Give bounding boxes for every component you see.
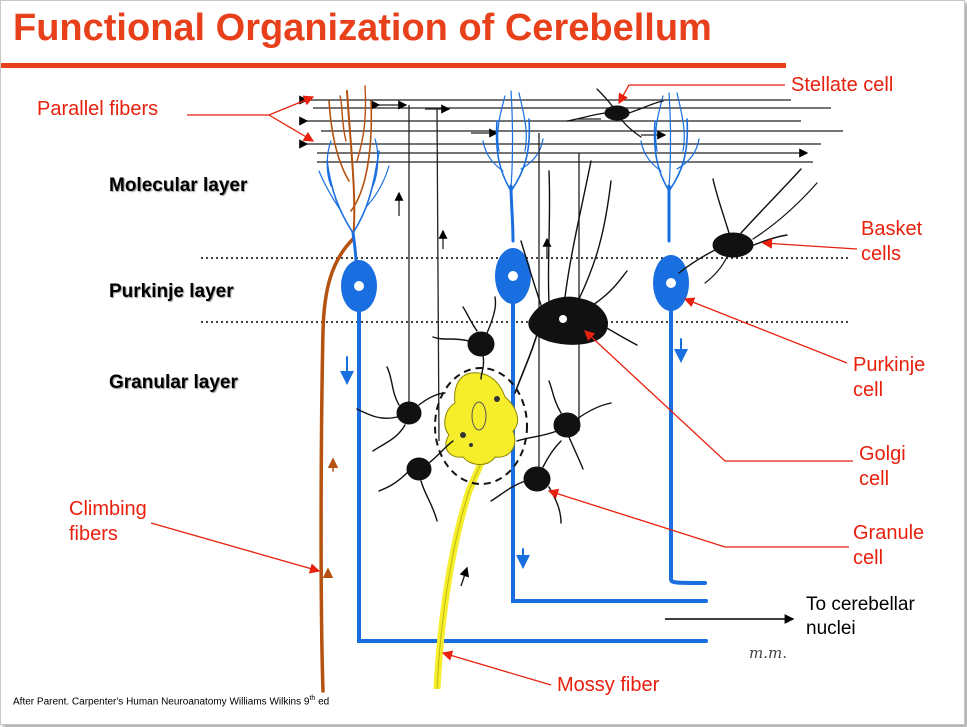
granule-cell-label-line1: Granule	[853, 522, 925, 544]
granule-cell-label: Granule cell	[853, 521, 924, 571]
source-credit-text: After Parent. Carpenter's Human Neuroana…	[13, 696, 310, 708]
basket-cells-label-line1: Basket	[861, 218, 923, 240]
cerebellar-nuclei-label-line1: To cerebellar	[806, 594, 915, 615]
cerebellar-nuclei-label-line2: nuclei	[806, 618, 856, 639]
callout-lines	[150, 84, 858, 686]
basket-cells-label-line2: cells	[861, 243, 902, 265]
source-credit-superscript: th	[309, 695, 316, 702]
purkinje-layer-label: Purkinje layer	[109, 281, 234, 302]
climbing-fiber	[319, 85, 373, 693]
purkinje-cells	[318, 90, 708, 643]
molecular-layer-label: Molecular layer	[109, 175, 248, 196]
purkinje-cell-label: Purkinje cell	[853, 353, 925, 403]
basket-cell	[678, 168, 818, 284]
climbing-fibers-label-line1: Climbing	[69, 498, 147, 520]
mossy-fiber-label: Mossy fiber	[557, 674, 660, 696]
climbing-fibers-label-line2: fibers	[69, 523, 118, 545]
golgi-cell	[514, 160, 638, 394]
golgi-cell-label-line1: Golgi	[859, 443, 906, 465]
golgi-cell-label: Golgi cell	[859, 442, 906, 492]
layer-boundaries	[201, 257, 849, 323]
source-credit: After Parent. Carpenter's Human Neuroana…	[13, 695, 329, 707]
climbing-fibers-label: Climbing fibers	[69, 497, 147, 547]
granule-axons	[394, 105, 580, 477]
granule-cell-label-line2: cell	[853, 547, 884, 569]
mossy-fiber	[433, 367, 528, 690]
stellate-cell	[566, 88, 664, 138]
artist-signature: m.m.	[749, 644, 787, 662]
page-title: Functional Organization of Cerebellum	[13, 7, 712, 49]
parallel-fibers-label: Parallel fibers	[37, 98, 159, 120]
source-credit-tail: ed	[315, 696, 330, 708]
granule-cells	[356, 296, 612, 524]
title-underline	[1, 63, 786, 68]
basket-cells-label: Basket cells	[861, 217, 922, 267]
purkinje-cell-label-line1: Purkinje	[853, 354, 926, 376]
golgi-cell-label-line2: cell	[859, 468, 890, 490]
purkinje-cell-label-line2: cell	[853, 379, 884, 401]
stellate-cell-label: Stellate cell	[791, 74, 894, 96]
cerebellar-nuclei-label: To cerebellar nuclei	[806, 593, 915, 641]
parallel-fibers	[299, 95, 843, 163]
granular-layer-label: Granular layer	[109, 372, 238, 393]
